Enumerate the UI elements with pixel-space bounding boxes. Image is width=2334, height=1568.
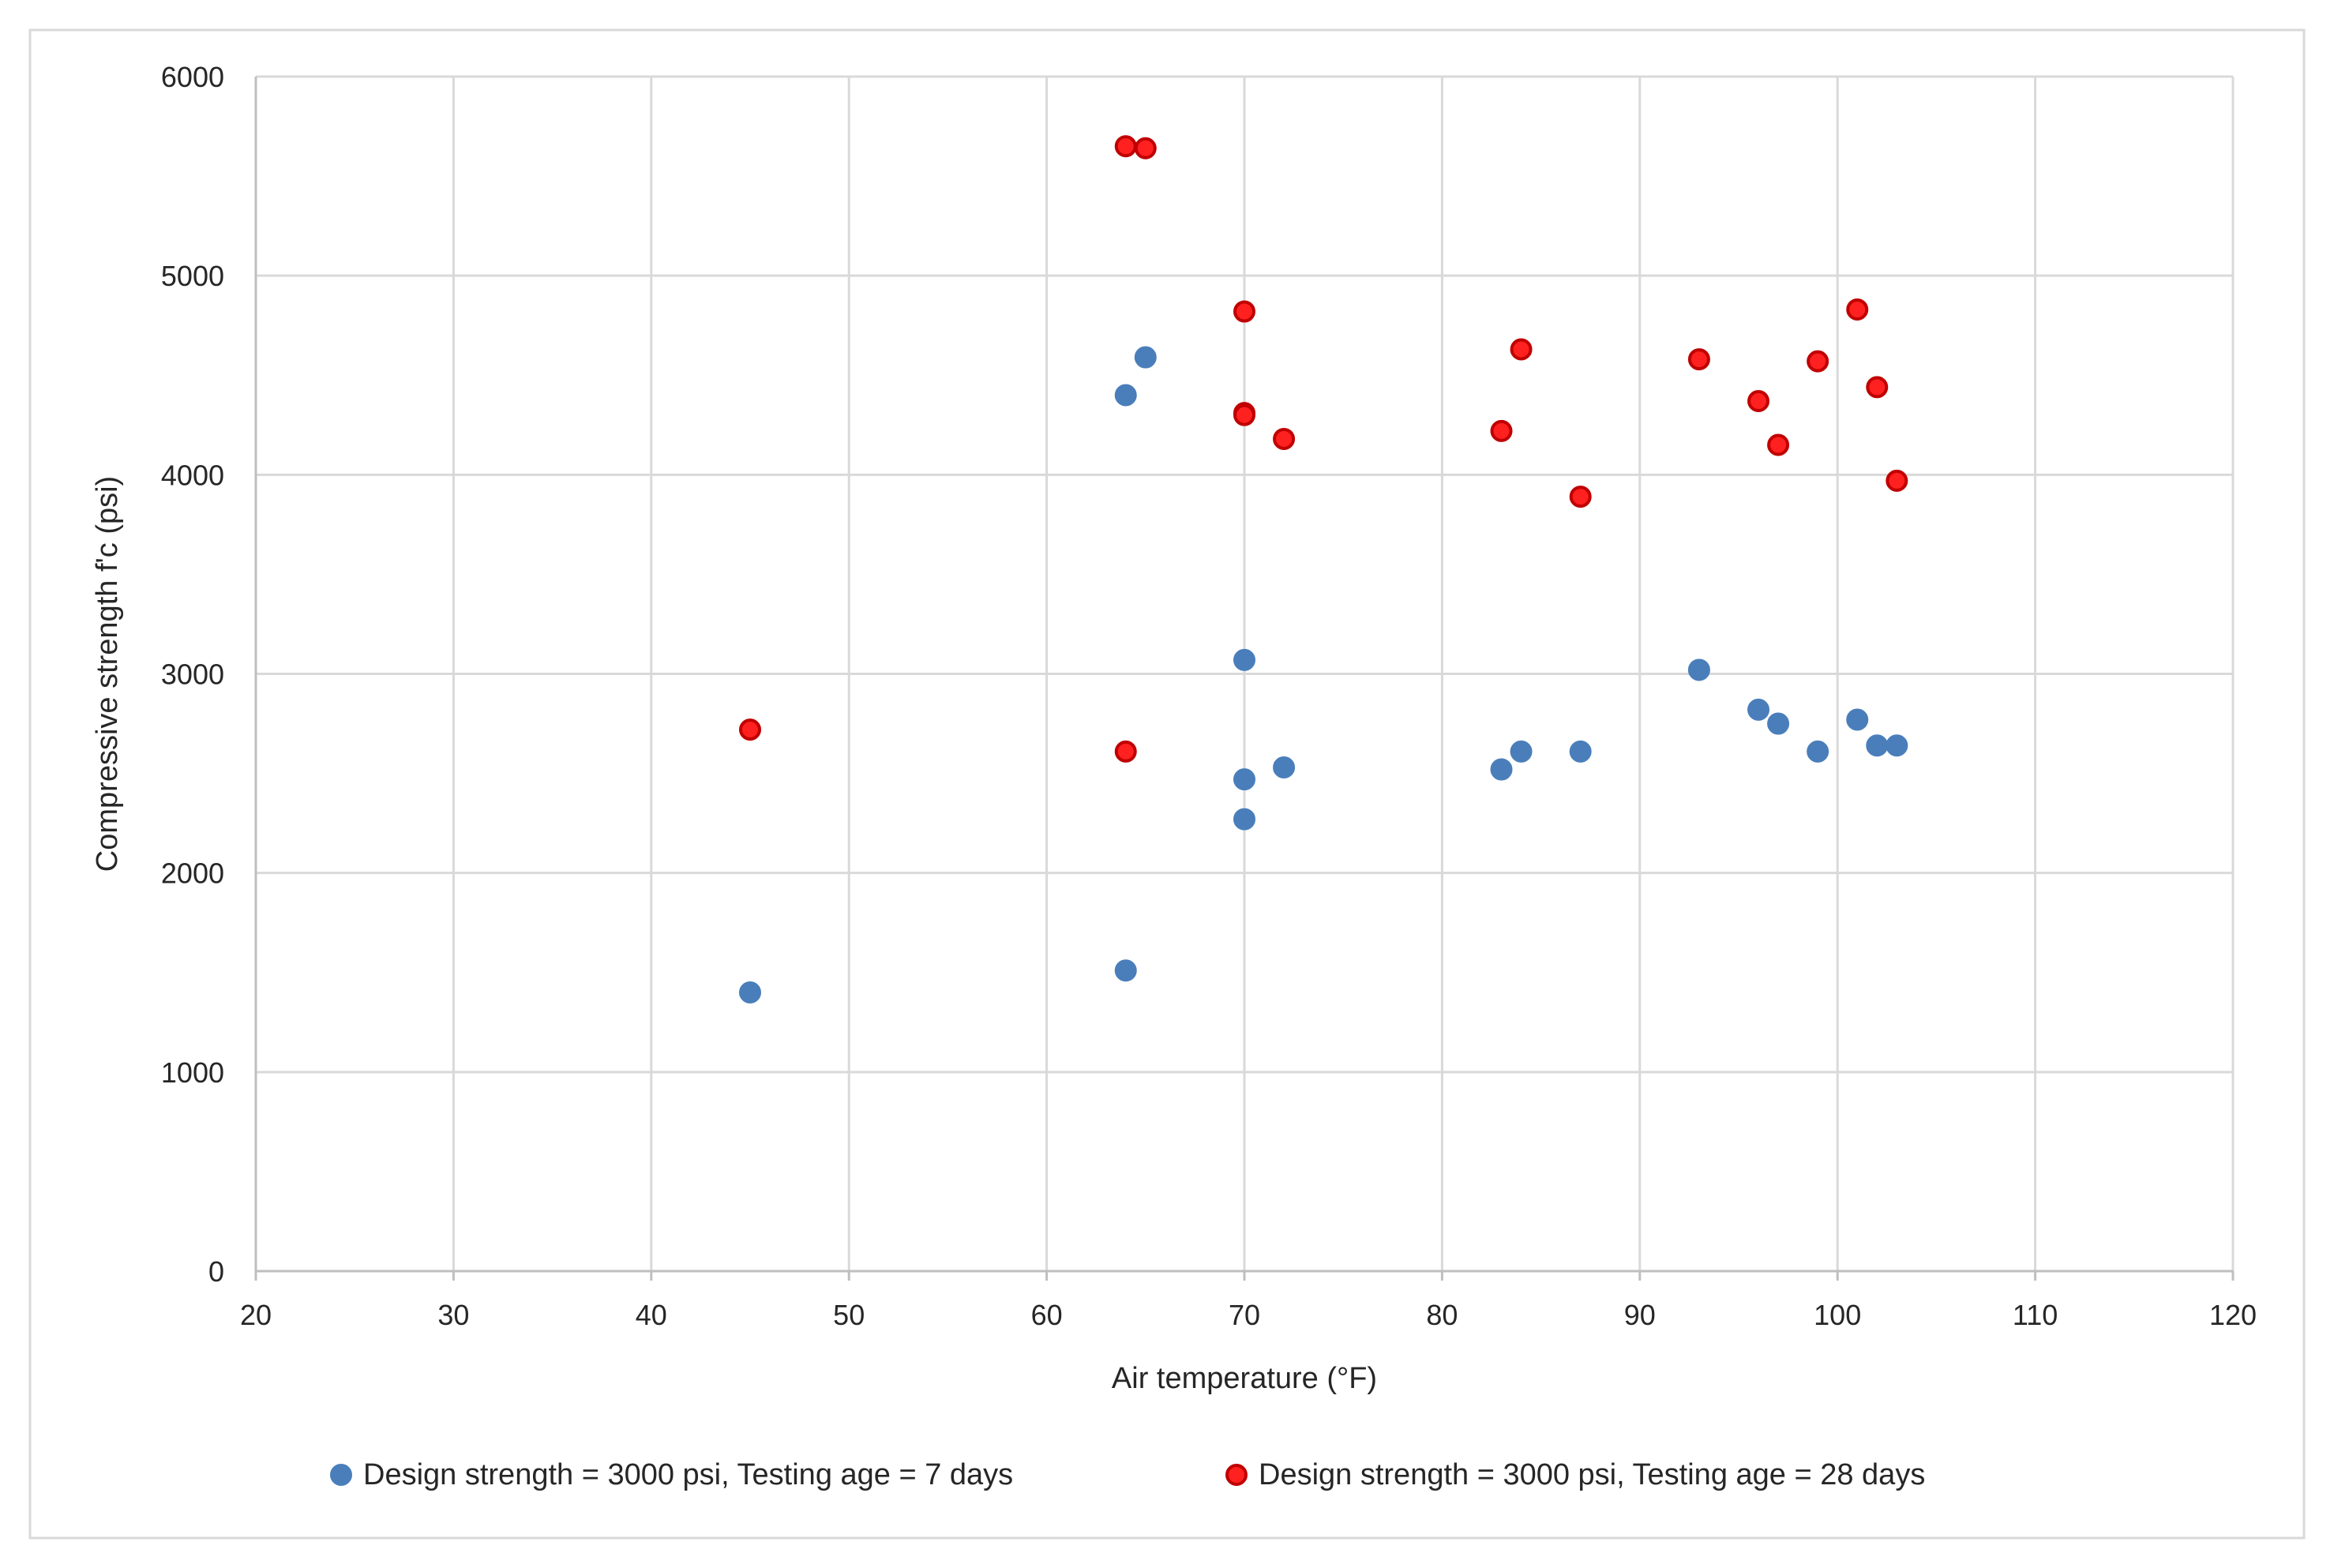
point-7-days [1687, 658, 1710, 681]
point-7-days [1273, 756, 1296, 779]
legend-marker [1225, 1464, 1248, 1486]
point-28-days [1747, 390, 1770, 413]
point-7-days [1510, 740, 1533, 763]
point-28-days [1490, 419, 1513, 442]
point-7-days [1490, 758, 1513, 781]
axes [254, 77, 2235, 1281]
point-7-days [1233, 648, 1255, 671]
point-28-days [1273, 427, 1296, 450]
x-tick-label: 30 [437, 1299, 469, 1331]
legend: Design strength = 3000 psi, Testing age … [330, 1458, 1925, 1491]
data-points [739, 135, 1908, 1003]
point-28-days [1767, 433, 1790, 456]
point-28-days [1134, 137, 1157, 159]
point-28-days [1687, 348, 1710, 371]
y-tick-label: 2000 [161, 857, 224, 890]
x-tick-label: 40 [636, 1299, 667, 1331]
point-28-days [1866, 376, 1889, 399]
point-7-days [1233, 768, 1255, 791]
point-28-days [1114, 135, 1137, 158]
y-tick-label: 5000 [161, 260, 224, 292]
x-tick-label: 50 [833, 1299, 865, 1331]
x-tick-label: 100 [1814, 1299, 1861, 1331]
point-7-days [1569, 740, 1592, 763]
x-tick-label: 120 [2209, 1299, 2257, 1331]
y-axis-title: Compressive strength f'c (psi) [91, 476, 124, 872]
y-tick-label: 4000 [161, 459, 224, 491]
legend-marker [330, 1464, 352, 1486]
point-7-days [1114, 384, 1137, 407]
y-tick-label: 1000 [161, 1056, 224, 1089]
point-7-days [1886, 734, 1908, 757]
point-28-days [1233, 403, 1255, 426]
point-28-days [1807, 350, 1829, 373]
x-tick-label: 20 [240, 1299, 272, 1331]
point-28-days [739, 718, 761, 741]
x-axis-title: Air temperature (°F) [1112, 1362, 1377, 1395]
point-7-days [1807, 740, 1829, 763]
point-7-days [1866, 734, 1889, 757]
x-tick-label: 90 [1624, 1299, 1656, 1331]
point-28-days [1846, 298, 1869, 321]
point-7-days [1233, 808, 1255, 831]
legend-label: Design strength = 3000 psi, Testing age … [1259, 1458, 1925, 1491]
point-7-days [1747, 698, 1770, 721]
grid-lines [256, 75, 2235, 1273]
tick-labels: 0 1000 2000 3000 4000 5000 6000 20 30 40 50 60 70 80 9… [161, 61, 2257, 1331]
y-tick-label: 0 [208, 1255, 224, 1288]
point-7-days [739, 981, 761, 1003]
point-28-days [1233, 300, 1255, 323]
x-tick-label: 60 [1031, 1299, 1063, 1331]
point-28-days [1510, 338, 1533, 361]
point-28-days [1569, 486, 1592, 508]
legend-label: Design strength = 3000 psi, Testing age … [363, 1458, 1013, 1491]
chart-border [28, 28, 2306, 1540]
x-tick-label: 80 [1426, 1299, 1458, 1331]
point-7-days [1767, 712, 1790, 735]
y-tick-label: 6000 [161, 61, 224, 93]
point-7-days [1846, 708, 1869, 731]
y-tick-label: 3000 [161, 658, 224, 691]
point-28-days [1886, 469, 1908, 492]
point-7-days [1134, 346, 1157, 369]
x-tick-label: 110 [2013, 1299, 2058, 1331]
point-7-days [1114, 959, 1137, 982]
x-tick-label: 70 [1229, 1299, 1260, 1331]
point-28-days [1114, 740, 1137, 763]
